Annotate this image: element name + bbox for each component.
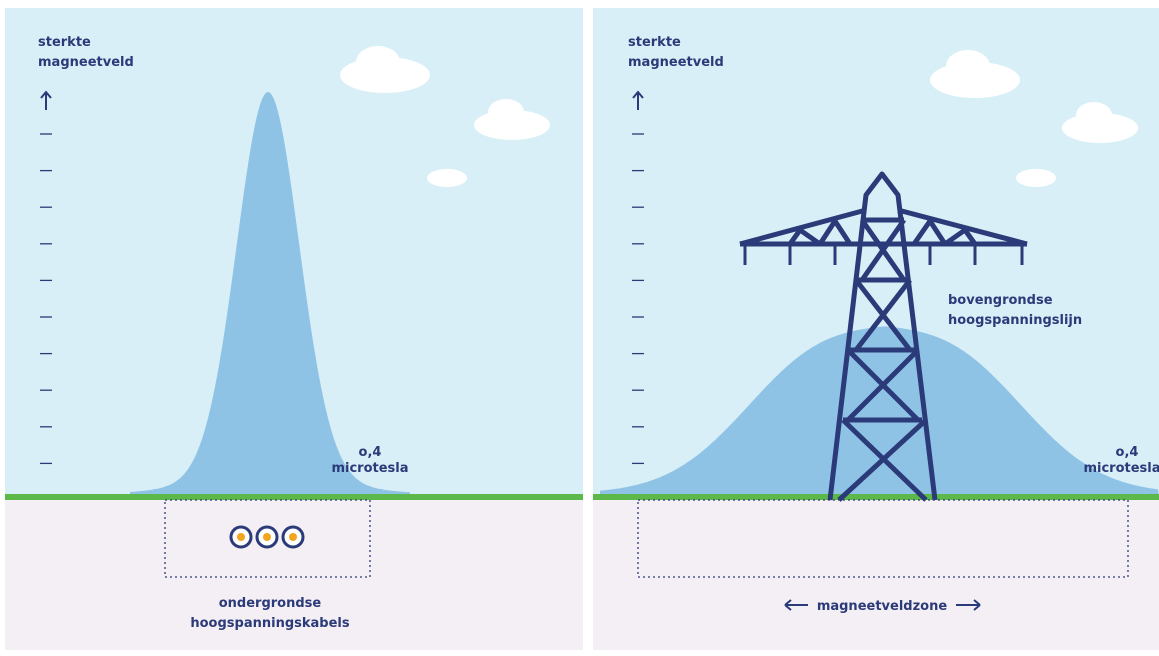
threshold-label: microtesla bbox=[1083, 461, 1159, 476]
ground bbox=[5, 498, 583, 650]
source-label: hoogspanningslijn bbox=[948, 313, 1082, 328]
ground bbox=[593, 498, 1159, 650]
axis bbox=[632, 90, 644, 465]
zone-arrows bbox=[784, 599, 981, 611]
grass bbox=[593, 494, 1159, 500]
axis-label: magneetveld bbox=[628, 55, 724, 70]
field-curve bbox=[130, 92, 410, 497]
grass bbox=[5, 494, 583, 500]
cables bbox=[229, 525, 305, 549]
pylon bbox=[739, 171, 1028, 502]
clouds bbox=[930, 50, 1138, 187]
clouds bbox=[340, 46, 550, 187]
threshold-label: o,4 bbox=[359, 445, 382, 460]
source-label: bovengrondse bbox=[948, 293, 1053, 308]
threshold-label: microtesla bbox=[331, 461, 408, 476]
axis-label: magneetveld bbox=[38, 55, 134, 70]
axis-mark bbox=[40, 90, 52, 110]
threshold-label: o,4 bbox=[1116, 445, 1139, 460]
panel-overhead: sterkte magneetveld bovengrondse hoogspa… bbox=[593, 8, 1159, 650]
zone-label: magneetveldzone bbox=[817, 599, 948, 614]
field-curve bbox=[600, 326, 1159, 497]
axis-mark bbox=[632, 90, 644, 110]
axis-label: sterkte bbox=[38, 35, 91, 50]
axis-label: sterkte bbox=[628, 35, 681, 50]
zone-box bbox=[637, 499, 1129, 578]
caption: hoogspanningskabels bbox=[190, 616, 349, 631]
caption: ondergrondse bbox=[219, 596, 322, 611]
zone-box bbox=[164, 499, 371, 578]
axis bbox=[40, 90, 52, 465]
panel-underground: sterkte magneetveld o,4 microtesla onder… bbox=[5, 8, 583, 650]
